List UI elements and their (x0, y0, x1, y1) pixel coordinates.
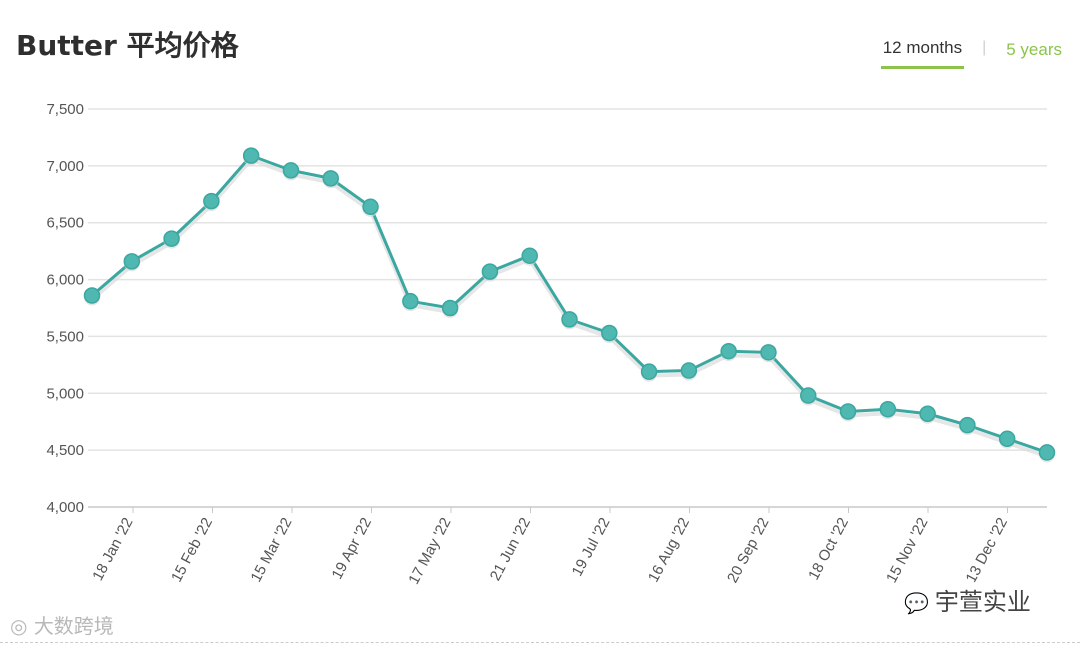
data-point (959, 416, 976, 434)
x-tick-label: 21 Jun '22 (487, 515, 534, 584)
data-point (521, 247, 538, 264)
x-tick-label: 19 Jul '22 (569, 515, 614, 579)
chart-title: Butter 平均价格 (16, 29, 239, 62)
y-tick-label: 7,500 (46, 101, 84, 118)
watermark-left-text: 大数跨境 (33, 614, 114, 638)
data-point (362, 198, 379, 216)
data-point (601, 324, 618, 342)
watermark-right: 💬 宇萱实业 (900, 582, 1035, 617)
data-point (919, 405, 936, 423)
data-point (680, 362, 698, 379)
tab-separator: | (982, 38, 987, 56)
x-tick-label: 15 Nov '22 (883, 515, 931, 586)
x-tick-label: 18 Jan '22 (89, 515, 136, 584)
watermark-left: ◎ 大数跨境 (10, 610, 114, 639)
data-point (402, 292, 419, 310)
data-point (203, 192, 220, 210)
y-tick-label: 5,000 (46, 385, 84, 402)
y-tick-label: 4,000 (46, 499, 84, 516)
data-point (322, 170, 339, 187)
watermark-logo-icon: ◎ (10, 614, 28, 638)
y-tick-label: 6,500 (46, 215, 84, 232)
x-tick-label: 18 Oct '22 (805, 515, 852, 583)
data-point (282, 162, 300, 179)
chat-bubble-icon: 💬 (904, 591, 929, 615)
data-point (481, 263, 499, 280)
x-tick-label: 15 Mar '22 (247, 515, 295, 585)
series-line (91, 154, 1048, 454)
x-tick-label: 19 Apr '22 (329, 515, 376, 582)
data-point (879, 400, 897, 418)
y-tick-label: 4,500 (46, 442, 84, 459)
watermark-right-text: 宇萱实业 (934, 588, 1031, 616)
bottom-divider (0, 642, 1080, 643)
data-point (163, 230, 180, 247)
y-tick-label: 5,500 (46, 328, 84, 345)
data-point (640, 363, 658, 380)
data-point (839, 403, 857, 420)
data-point (123, 253, 141, 270)
data-point (1038, 444, 1056, 461)
x-tick-label: 13 Dec '22 (963, 515, 1011, 586)
x-tick-label: 20 Sep '22 (724, 515, 772, 586)
data-point (720, 342, 737, 360)
data-point (998, 430, 1016, 448)
data-point (800, 387, 817, 404)
x-tick-label: 16 Aug '22 (645, 515, 693, 585)
data-point (760, 344, 777, 361)
y-tick-label: 7,000 (46, 158, 84, 175)
y-tick-label: 6,000 (46, 272, 84, 289)
data-point (242, 147, 260, 164)
data-point (83, 287, 101, 304)
data-point (561, 311, 578, 328)
tab-5-years[interactable]: 5 years (1006, 39, 1062, 59)
range-tabs: 12 months | 5 years (880, 36, 1064, 69)
tab-12-months[interactable]: 12 months (880, 36, 965, 69)
data-point (441, 299, 459, 317)
x-tick-label: 17 May '22 (405, 515, 454, 587)
x-tick-label: 15 Feb '22 (168, 515, 216, 585)
